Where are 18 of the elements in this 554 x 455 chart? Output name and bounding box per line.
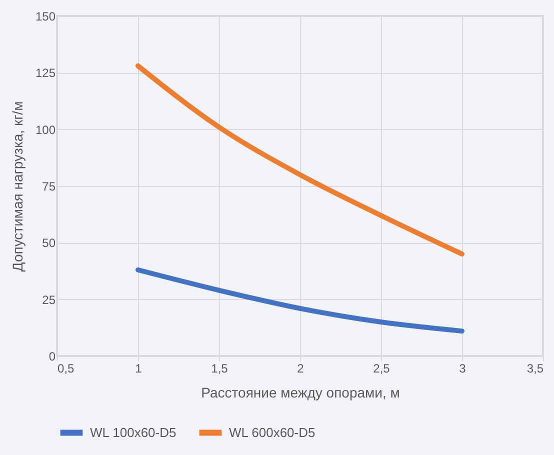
x-tick-label: 3,5: [526, 362, 544, 376]
y-tick-label: 0: [48, 350, 56, 364]
x-tick-label: 3: [459, 362, 466, 376]
y-tick-label: 25: [42, 292, 56, 307]
y-tick-label: 50: [42, 236, 56, 250]
x-tick-label: 2,5: [373, 362, 390, 376]
x-tick-label: 1: [135, 362, 142, 376]
y-tick-label: 100: [35, 122, 56, 137]
y-tick-label: 150: [35, 10, 56, 24]
y-axis-title: Допустимая нагрузка, кг/м: [9, 101, 26, 272]
x-tick-label: 1,5: [211, 362, 228, 376]
x-tick-label: 2: [297, 362, 304, 376]
legend-label: WL 100x60-D5: [90, 424, 176, 440]
y-tick-label: 125: [35, 66, 56, 80]
x-axis-title: Расстояние между опорами, м: [201, 384, 400, 400]
y-tick-label: 75: [42, 180, 56, 194]
x-tick-label: 0,5: [58, 362, 75, 376]
legend-label: WL 600x60-D5: [229, 424, 316, 440]
